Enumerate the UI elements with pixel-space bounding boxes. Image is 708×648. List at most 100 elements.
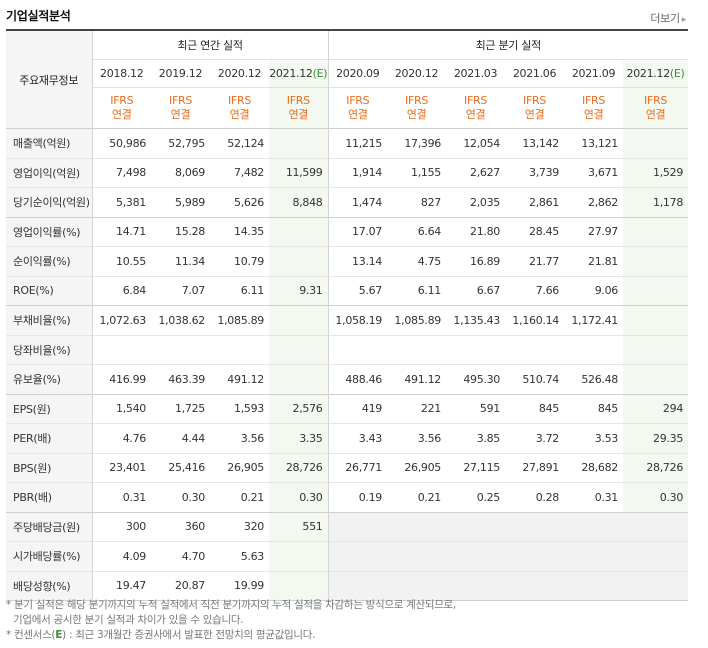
table-row: ROE(%) 6.84 7.07 6.11 9.31 5.67 6.11 6.67 7.66 9.… <box>6 275 689 306</box>
table-cell: 491.12 <box>210 364 269 394</box>
table-cell <box>564 334 624 365</box>
period-header: 2021.06 <box>505 59 565 88</box>
period-header: 2019.12 <box>151 59 210 88</box>
table-cell: 3.72 <box>505 423 565 453</box>
table-cell <box>505 511 565 542</box>
table-cell: 0.21 <box>387 482 447 512</box>
table-cell: 0.30 <box>269 482 329 512</box>
basis-line-ifrs: IFRS <box>464 94 488 107</box>
table-cell: 5.67 <box>327 275 388 306</box>
row-label: ROE(%) <box>6 275 93 306</box>
basis-header: IFRS 연결 <box>151 87 210 129</box>
table-cell: 419 <box>327 393 388 424</box>
more-link[interactable]: 더보기 ▸ <box>650 10 686 26</box>
chevron-right-icon: ▸ <box>681 15 687 25</box>
table-cell: 0.28 <box>505 482 565 512</box>
footnote-3-prefix: * 컨센서스( <box>6 629 56 641</box>
table-row: PBR(배) 0.31 0.30 0.21 0.30 0.19 0.21 0.25 0.28 0.… <box>6 482 689 512</box>
estimate-mark: (E) <box>312 67 328 80</box>
table-cell: 13.14 <box>327 246 388 276</box>
table-cell: 463.39 <box>151 364 210 394</box>
table-cell: 1,085.89 <box>210 305 269 335</box>
table-cell <box>327 334 388 365</box>
table-cell <box>269 541 329 571</box>
period-header: 2018.12 <box>92 59 151 88</box>
table-cell: 15.28 <box>151 216 210 247</box>
footnote-2-text: 기업에서 공시한 분기 실적과 차이가 있을 수 있습니다. <box>13 614 244 626</box>
table-cell: 491.12 <box>387 364 447 394</box>
table-cell: 3.56 <box>210 423 269 453</box>
period-header: 2020.12 <box>387 59 447 88</box>
basis-header: IFRS 연결 <box>564 87 624 129</box>
table-cell: 52,795 <box>151 128 210 158</box>
table-cell: 1,135.43 <box>446 305 506 335</box>
table-cell <box>623 541 689 571</box>
table-row: 순이익률(%) 10.55 11.34 10.79 13.14 4.75 16.89 21.7… <box>6 246 689 276</box>
table-row: PER(배) 4.76 4.44 3.56 3.35 3.43 3.56 3.85 3.72 3.… <box>6 423 689 453</box>
row-label: 당좌비율(%) <box>6 334 93 365</box>
basis-line-ifrs: IFRS <box>346 94 370 107</box>
table-cell <box>387 541 447 571</box>
table-cell: 20.87 <box>151 570 210 601</box>
table-cell <box>269 246 329 276</box>
period-label: 2021.12 <box>269 67 313 80</box>
table-cell: 1,155 <box>387 157 447 188</box>
table-cell: 50,986 <box>92 128 151 158</box>
basis-line-ifrs: IFRS <box>228 94 251 107</box>
table-cell: 13,142 <box>505 128 565 158</box>
table-cell: 21.77 <box>505 246 565 276</box>
table-cell: 0.19 <box>327 482 388 512</box>
row-label: 당기순이익(억원) <box>6 187 93 217</box>
row-label: PBR(배) <box>6 482 93 512</box>
table-cell <box>151 334 210 365</box>
table-cell <box>446 570 506 601</box>
table-cell: 827 <box>387 187 447 217</box>
table-cell: 551 <box>269 511 329 542</box>
table-cell <box>564 511 624 542</box>
more-link-label: 더보기 <box>650 12 680 25</box>
basis-line-consolidated: 연결 <box>645 108 666 121</box>
table-cell <box>327 511 388 542</box>
basis-line-ifrs: IFRS <box>644 94 668 107</box>
table-cell: 5.63 <box>210 541 269 571</box>
table-cell <box>269 128 329 158</box>
basis-header: IFRS 연결 <box>505 87 565 129</box>
financial-table: 주요재무정보 최근 연간 실적 최근 분기 실적 2018.12 2019.12 2020… <box>6 29 689 601</box>
table-cell: 5,626 <box>210 187 269 217</box>
table-cell: 4.76 <box>92 423 151 453</box>
basis-line-consolidated: 연결 <box>524 108 545 121</box>
table-row: 매출액(억원) 50,986 52,795 52,124 11,215 17,396 12,… <box>6 128 689 158</box>
table-row: 부채비율(%) 1,072.63 1,038.62 1,085.89 1,058.19 1… <box>6 305 689 335</box>
table-row: 영업이익률(%) 14.71 15.28 14.35 17.07 6.64 21.80 28.… <box>6 216 689 247</box>
table-cell: 11,215 <box>327 128 388 158</box>
basis-header: IFRS 연결 <box>387 87 447 129</box>
table-row: 영업이익(억원) 7,498 8,069 7,482 11,599 1,914 1,155 2… <box>6 157 689 188</box>
basis-line-consolidated: 연결 <box>465 108 486 121</box>
table-cell <box>623 334 689 365</box>
table-cell: 5,989 <box>151 187 210 217</box>
table-cell <box>446 511 506 542</box>
table-cell: 21.81 <box>564 246 624 276</box>
period-label: 2021.09 <box>571 67 616 80</box>
table-cell: 0.31 <box>92 482 151 512</box>
basis-line-ifrs: IFRS <box>523 94 547 107</box>
table-cell: 4.09 <box>92 541 151 571</box>
table-cell: 0.21 <box>210 482 269 512</box>
row-label: 매출액(억원) <box>6 128 93 158</box>
table-cell <box>92 334 151 365</box>
table-cell: 1,593 <box>210 393 269 424</box>
table-cell: 12,054 <box>446 128 506 158</box>
table-cell <box>210 334 269 365</box>
table-cell: 1,058.19 <box>327 305 388 335</box>
table-cell <box>623 128 689 158</box>
table-cell: 591 <box>446 393 506 424</box>
basis-line-ifrs: IFRS <box>582 94 606 107</box>
period-label: 2020.12 <box>394 67 439 80</box>
table-cell: 4.44 <box>151 423 210 453</box>
table-cell: 28,726 <box>623 452 689 483</box>
period-label: 2020.09 <box>336 67 380 80</box>
table-cell <box>564 570 624 601</box>
table-cell: 3.35 <box>269 423 329 453</box>
period-header: 2020.12 <box>210 59 269 88</box>
table-cell <box>564 541 624 571</box>
